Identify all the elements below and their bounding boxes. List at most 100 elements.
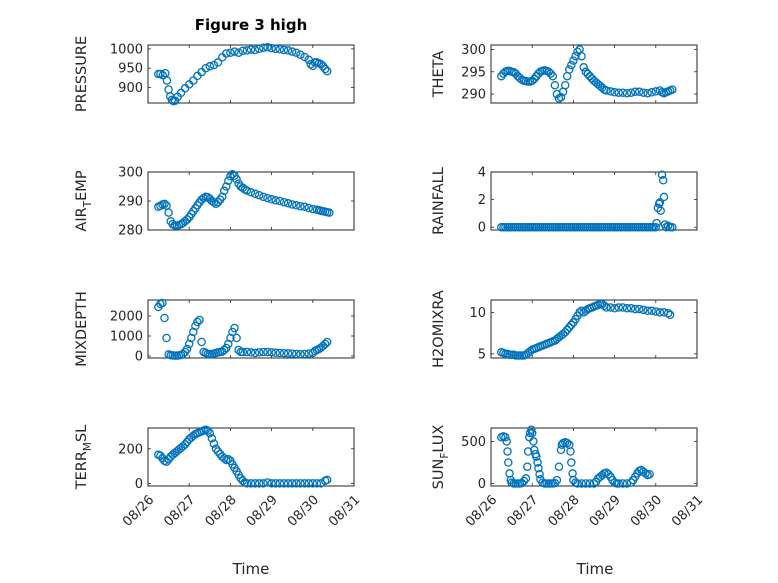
subplot-theta: 290 295 300 THETA [431, 43, 698, 104]
subplot-rainfall: 0 2 4 RAINFALL [431, 166, 698, 236]
data-point [556, 92, 566, 102]
data-point [521, 474, 531, 483]
data-point [562, 438, 572, 448]
y-tick-label: 950 [118, 62, 143, 77]
data-point [562, 325, 572, 335]
data-point [162, 457, 171, 467]
data-point [614, 303, 623, 312]
data-point [322, 475, 332, 485]
data-point [577, 479, 586, 488]
data-point [211, 444, 221, 454]
data-point [213, 197, 223, 207]
data-point [242, 347, 252, 357]
data-point [655, 308, 665, 317]
data-point [162, 333, 171, 343]
data-point [242, 479, 252, 488]
data-point [573, 479, 582, 488]
data-point [250, 348, 260, 358]
y-axis-label: PRESSURE [74, 36, 90, 112]
data-point [228, 327, 237, 337]
data-point [610, 304, 619, 313]
data-points [154, 298, 332, 360]
data-point [296, 349, 305, 359]
data-point [259, 192, 268, 202]
subplot-sun: 08/26 08/27 08/28 08/29 08/30 08/31 0 500 SUNFLU… [431, 425, 706, 530]
data-point [527, 428, 537, 438]
data-point [238, 46, 248, 56]
data-point [213, 58, 223, 67]
x-tick-label: 08/31 [326, 493, 363, 530]
data-point [242, 46, 252, 55]
data-point [263, 193, 272, 203]
data-point [292, 349, 301, 359]
data-points [154, 170, 334, 230]
data-point [635, 87, 644, 97]
data-point [300, 202, 309, 212]
data-point [597, 83, 607, 93]
data-point [267, 348, 276, 357]
data-point [618, 303, 628, 312]
data-point [659, 192, 669, 202]
x-tick-label: 08/30 [285, 493, 322, 530]
data-point [219, 186, 229, 196]
data-point [639, 88, 648, 97]
data-point [283, 199, 293, 208]
data-point [246, 188, 256, 197]
data-point [283, 46, 293, 55]
data-point [320, 64, 330, 74]
data-point [523, 447, 533, 456]
data-point [197, 337, 206, 347]
x-tick-label: 08/29 [587, 493, 624, 530]
data-point [287, 47, 297, 56]
data-point [652, 218, 661, 228]
data-point [267, 195, 276, 204]
data-point [535, 469, 544, 479]
y-axis-label: THETA [431, 51, 447, 99]
x-tick-label: 08/28 [546, 493, 583, 530]
data-point [267, 43, 276, 53]
y-axis-label-main: TERR [74, 451, 90, 490]
y-axis-label-suffix: SL [74, 425, 90, 442]
y-axis-label-main: H2OMIXRA [431, 290, 447, 368]
y-tick-label: 0 [478, 221, 486, 236]
data-point [219, 345, 229, 355]
y-axis-label-suffix: LUX [431, 425, 447, 453]
data-point [322, 67, 332, 76]
data-point [234, 48, 243, 57]
data-point [296, 479, 305, 488]
data-point [246, 479, 256, 488]
data-point [254, 190, 264, 200]
data-point [296, 50, 305, 59]
y-tick-label: 290 [461, 88, 486, 103]
data-point [604, 469, 613, 479]
data-point [643, 88, 652, 98]
x-axis-label-right: Time [576, 560, 614, 578]
y-axis-label: MIXDEPTH [74, 291, 90, 367]
data-point [300, 479, 309, 488]
data-point [614, 88, 623, 97]
subplot-mixdepth: 0 1000 2000 MIXDEPTH [74, 291, 355, 367]
y-tick-label: 200 [118, 442, 143, 457]
x-axis-label-left: Time [232, 560, 270, 578]
data-point [614, 479, 623, 488]
data-point [292, 48, 301, 57]
data-point [246, 45, 256, 54]
data-point [569, 56, 578, 65]
data-point [207, 434, 217, 443]
data-point [226, 48, 235, 57]
data-point [653, 203, 663, 213]
data-point [191, 321, 200, 331]
data-point [250, 479, 260, 488]
data-point [647, 88, 656, 97]
data-point [156, 451, 165, 460]
data-point [201, 63, 210, 73]
data-point [635, 304, 644, 314]
data-point [283, 479, 293, 488]
data-point [232, 175, 241, 184]
data-point [663, 221, 673, 231]
data-point [213, 447, 223, 456]
data-point [626, 88, 636, 97]
data-points [497, 425, 654, 488]
y-axis-label-main: MIXDEPTH [74, 291, 90, 367]
